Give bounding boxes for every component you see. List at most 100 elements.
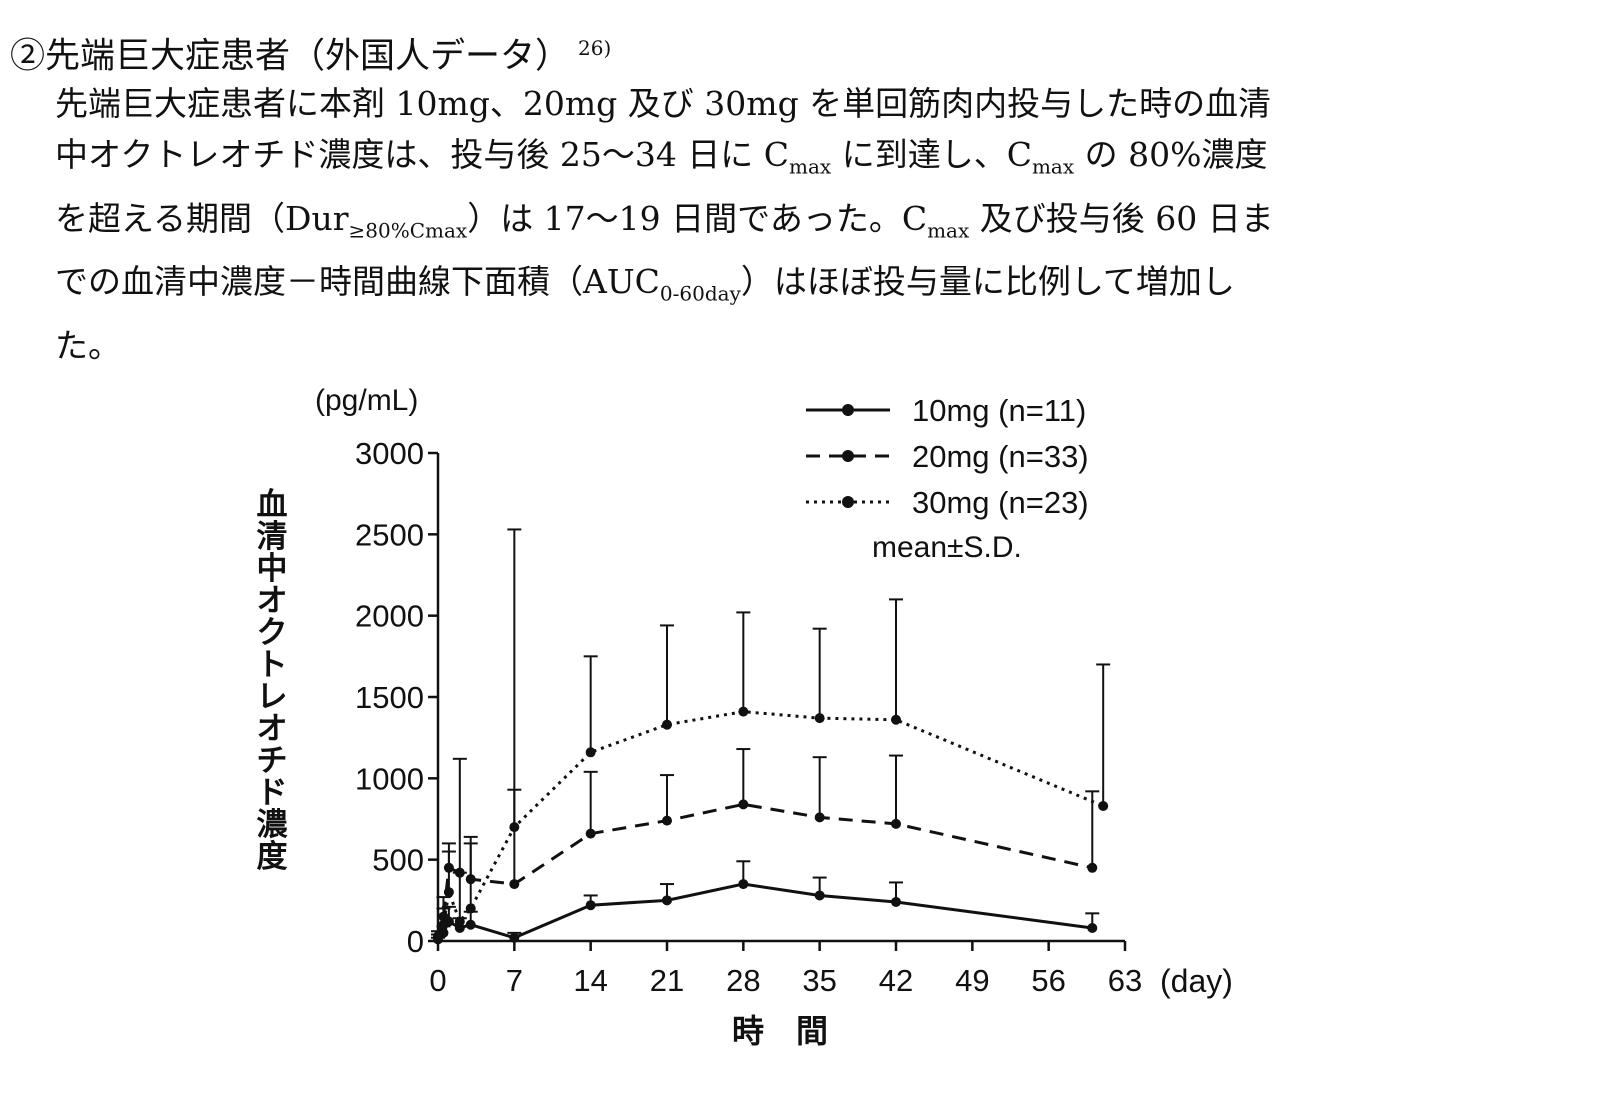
- legend-label: 10mg (n=11): [912, 393, 1086, 428]
- x-tick-label: 21: [650, 963, 684, 998]
- x-tick-label: 28: [726, 963, 760, 998]
- line-3-part-a: を超える期間（Dur: [55, 198, 349, 238]
- y-tick-label: 500: [372, 843, 424, 878]
- heading-text: ②先端巨大症患者（外国人データ）: [10, 36, 571, 77]
- data-point: [1087, 862, 1098, 873]
- y-axis-label-char: ド: [257, 775, 288, 810]
- data-point: [585, 828, 596, 839]
- y-axis-label-char: 度: [257, 839, 288, 874]
- data-point: [443, 887, 454, 898]
- series-line: [436, 710, 1104, 937]
- x-axis-unit: (day): [1160, 963, 1233, 999]
- y-axis-label-char: 濃: [257, 807, 289, 842]
- paragraph-line-3: を超える期間（Dur≥80%Cmax）は 17～19 日間であった。Cmax 及…: [55, 193, 1535, 257]
- y-tick-label: 1000: [355, 761, 424, 796]
- data-point: [438, 919, 449, 930]
- line-3-part-c: 及び投与後 60 日ま: [969, 198, 1274, 238]
- line-2-part-b: に到達し、C: [831, 135, 1032, 174]
- x-tick-label: 49: [955, 963, 989, 998]
- y-axis-label-char: ク: [257, 615, 288, 650]
- chart-axes: 0 500 1000 1500 2000 2500 3000 0 7 14 21 28 35 42 49 56…: [257, 436, 1143, 998]
- x-tick-label: 7: [506, 963, 523, 998]
- y-axis-label-char: 清: [257, 519, 288, 554]
- auc-subscript: 0-60day: [659, 281, 741, 306]
- x-tick-label: 0: [429, 963, 446, 998]
- paragraph-line-1: 先端巨大症患者に本剤 10mg、20mg 及び 30mg を単回筋肉内投与した時…: [55, 78, 1535, 129]
- data-point: [454, 916, 465, 927]
- y-tick-label: 0: [407, 924, 424, 959]
- line-5-text: た。: [55, 325, 121, 365]
- x-tick-label: 42: [879, 963, 913, 998]
- x-tick-label: 63: [1108, 963, 1142, 998]
- legend-label: 30mg (n=23): [912, 485, 1089, 520]
- legend-marker: [842, 450, 854, 462]
- data-point: [814, 713, 825, 724]
- y-axis-label-char: オ: [257, 583, 288, 618]
- series-2: [431, 748, 1100, 943]
- legend-marker: [842, 404, 854, 416]
- x-tick-label: 14: [573, 963, 607, 998]
- data-point: [433, 931, 443, 942]
- data-point: [891, 896, 901, 907]
- series-line: [436, 882, 1093, 941]
- reference-number: 26): [578, 36, 612, 60]
- chart-legend: 10mg (n=11) 20mg (n=33) 30mg (n=23): [806, 393, 1089, 520]
- description-paragraph: 先端巨大症患者に本剤 10mg、20mg 及び 30mg を単回筋肉内投与した時…: [55, 78, 1535, 371]
- data-point: [891, 714, 901, 725]
- line-3-part-b: ）は 17～19 日間であった。C: [467, 198, 928, 238]
- cmax-subscript-2: max: [1031, 154, 1075, 179]
- line-2-part-c: の 80%濃度: [1074, 135, 1268, 174]
- data-point: [1087, 922, 1098, 933]
- y-axis-label-char: オ: [257, 711, 288, 746]
- paragraph-line-5: た。: [55, 320, 1535, 371]
- line-4-part-b: ）はほぼ投与量に比例して増加し: [740, 262, 1235, 302]
- data-point: [662, 895, 672, 906]
- data-point: [509, 822, 520, 833]
- y-axis-label-char: ト: [257, 647, 288, 682]
- data-point: [814, 890, 825, 901]
- series-1: [431, 860, 1100, 945]
- y-axis-label-char: 中: [257, 551, 288, 586]
- y-axis-label-char: 血: [257, 487, 288, 522]
- legend-note: mean±S.D.: [872, 531, 1022, 564]
- y-tick-label: 2000: [355, 599, 424, 634]
- y-tick-label: 1500: [355, 680, 424, 715]
- y-axis-label-char: レ: [257, 679, 288, 714]
- legend-label: 20mg (n=33): [912, 439, 1089, 474]
- x-tick-label: 56: [1031, 963, 1065, 998]
- legend-marker: [842, 496, 854, 508]
- data-point: [814, 812, 825, 823]
- data-point: [738, 799, 749, 810]
- data-point: [509, 932, 520, 943]
- dur-subscript: ≥80%Cmax: [348, 218, 468, 243]
- data-point: [662, 719, 672, 730]
- data-point: [662, 815, 672, 826]
- chart-series-layer: [431, 528, 1111, 945]
- data-point: [891, 818, 901, 829]
- y-axis-label-char: チ: [257, 743, 288, 778]
- line-1-text: 先端巨大症患者に本剤 10mg、20mg 及び 30mg を単回筋肉内投与した時…: [55, 84, 1272, 123]
- data-point: [738, 706, 749, 717]
- paragraph-line-2: 中オクトレオチド濃度は、投与後 25～34 日に Cmax に到達し、Cmax …: [55, 129, 1535, 193]
- y-tick-label: 2500: [355, 517, 424, 552]
- paragraph-line-4: での血清中濃度－時間曲線下面積（AUC0-60day）はほぼ投与量に比例して増加…: [55, 256, 1535, 320]
- cmax-subscript-3: max: [927, 218, 970, 243]
- cmax-subscript: max: [789, 154, 832, 179]
- y-axis-unit: (pg/mL): [315, 384, 418, 417]
- data-point: [1098, 800, 1109, 811]
- line-2-part-a: 中オクトレオチド濃度は、投与後 25～34 日に C: [55, 135, 790, 174]
- data-point: [585, 747, 596, 758]
- data-point: [465, 903, 476, 914]
- section-heading: ②先端巨大症患者（外国人データ） 26): [10, 26, 611, 79]
- data-point: [738, 879, 749, 890]
- y-tick-label: 3000: [355, 436, 424, 471]
- line-4-part-a: での血清中濃度－時間曲線下面積（AUC: [55, 262, 660, 302]
- data-point: [465, 919, 476, 930]
- data-point: [585, 900, 596, 911]
- series-3: [431, 528, 1111, 942]
- x-tick-label: 35: [802, 963, 836, 998]
- x-axis-label: 時 間: [732, 1013, 828, 1049]
- data-point: [509, 879, 520, 890]
- series-line: [436, 802, 1093, 939]
